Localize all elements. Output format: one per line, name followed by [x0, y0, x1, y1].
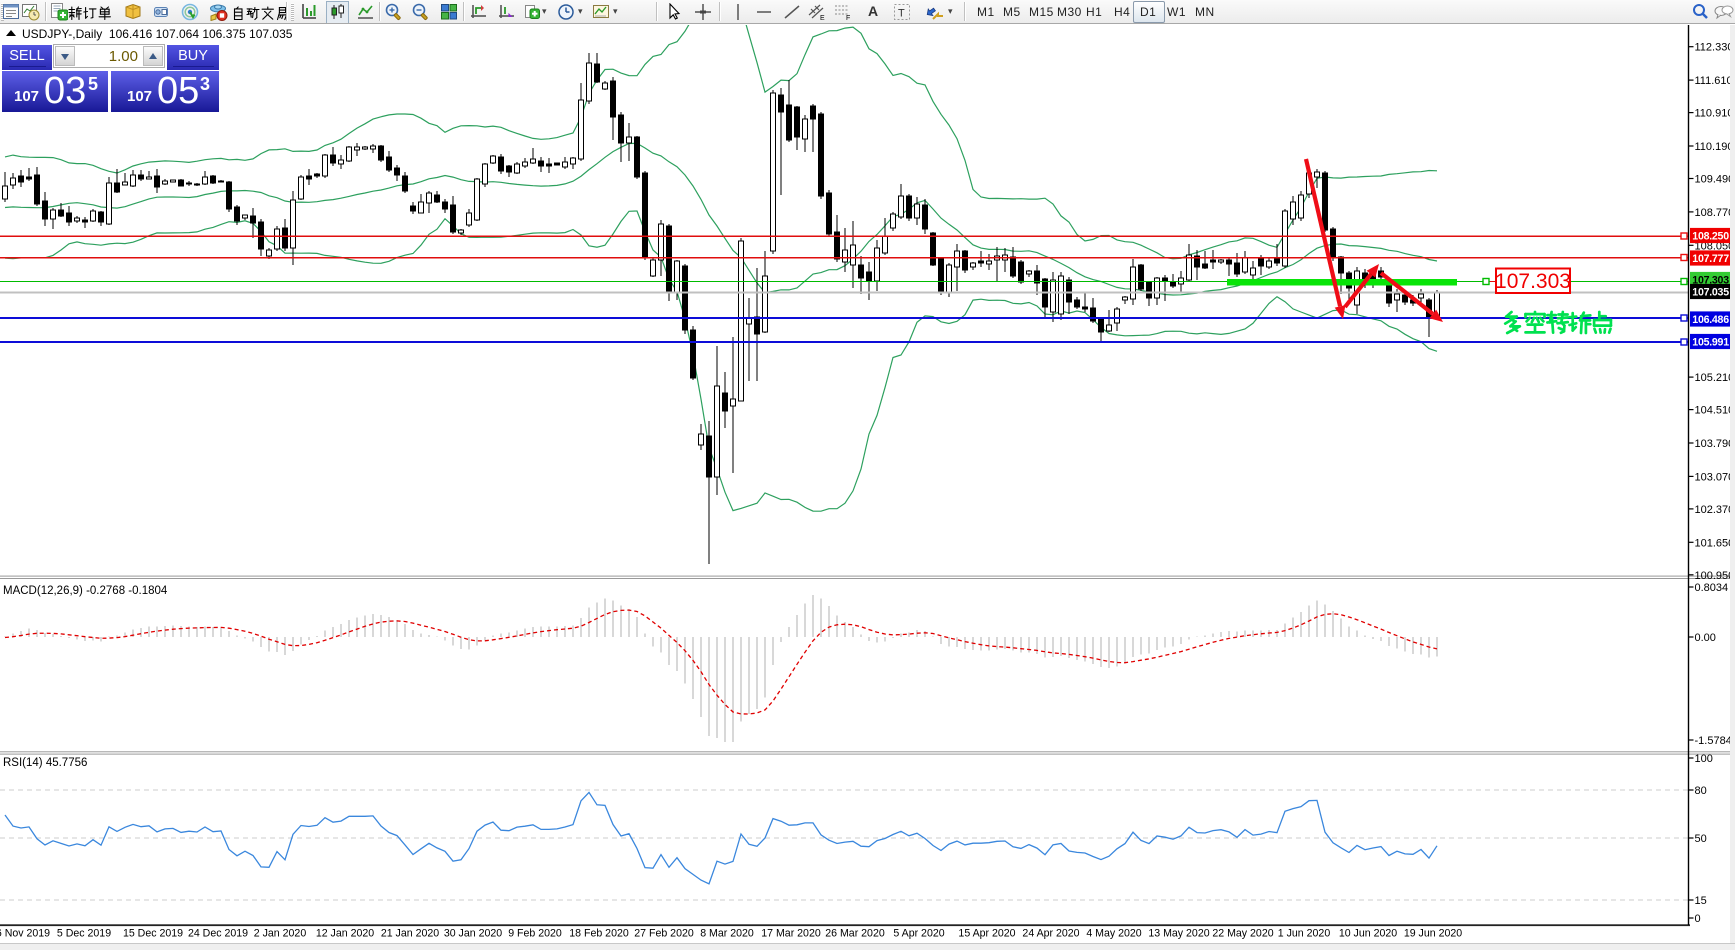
svg-text:0: 0: [1695, 913, 1701, 925]
svg-text:50: 50: [1695, 833, 1707, 845]
svg-text:5 Apr 2020: 5 Apr 2020: [893, 928, 944, 940]
svg-text:103.790: 103.790: [1695, 438, 1735, 450]
svg-text:108.770: 108.770: [1695, 207, 1735, 219]
svg-text:15: 15: [1695, 895, 1707, 907]
svg-text:21 Jan 2020: 21 Jan 2020: [381, 928, 439, 940]
svg-text:112.330: 112.330: [1695, 42, 1734, 54]
svg-text:24 Apr 2020: 24 Apr 2020: [1022, 928, 1079, 940]
svg-text:8 Mar 2020: 8 Mar 2020: [700, 928, 754, 940]
svg-text:26 Mar 2020: 26 Mar 2020: [825, 928, 885, 940]
svg-text:103.070: 103.070: [1695, 471, 1735, 483]
svg-text:105.991: 105.991: [1692, 337, 1729, 349]
svg-text:E: E: [820, 15, 825, 21]
svg-text:9 Feb 2020: 9 Feb 2020: [508, 928, 562, 940]
svg-text:102.370: 102.370: [1695, 504, 1735, 516]
svg-text:10 Jun 2020: 10 Jun 2020: [1339, 928, 1397, 940]
svg-text:101.650: 101.650: [1695, 537, 1735, 549]
svg-text:104.510: 104.510: [1695, 405, 1735, 417]
svg-text:4 May 2020: 4 May 2020: [1086, 928, 1141, 940]
svg-text:80: 80: [1695, 785, 1707, 797]
svg-text:111.610: 111.610: [1695, 75, 1733, 87]
svg-text:107.303: 107.303: [1495, 270, 1571, 293]
svg-text:26 Nov 2019: 26 Nov 2019: [0, 928, 50, 940]
svg-text:107.777: 107.777: [1692, 253, 1729, 265]
svg-text:-1.5784: -1.5784: [1695, 735, 1732, 747]
svg-text:15 Dec 2019: 15 Dec 2019: [123, 928, 183, 940]
svg-text:0.00: 0.00: [1695, 632, 1716, 644]
svg-text:5 Dec 2019: 5 Dec 2019: [57, 928, 111, 940]
svg-text:24 Dec 2019: 24 Dec 2019: [188, 928, 248, 940]
svg-text:17 Mar 2020: 17 Mar 2020: [761, 928, 821, 940]
svg-text:107.035: 107.035: [1692, 287, 1729, 299]
svg-text:19 Jun 2020: 19 Jun 2020: [1404, 928, 1462, 940]
svg-text:110.910: 110.910: [1695, 108, 1734, 120]
svg-text:108.250: 108.250: [1692, 231, 1729, 243]
svg-text:T: T: [898, 8, 905, 20]
svg-text:0.8034: 0.8034: [1695, 582, 1729, 594]
svg-text:106.486: 106.486: [1692, 314, 1729, 326]
svg-text:15 Apr 2020: 15 Apr 2020: [958, 928, 1015, 940]
svg-text:13 May 2020: 13 May 2020: [1148, 928, 1209, 940]
svg-text:110.190: 110.190: [1695, 141, 1734, 153]
svg-text:105.210: 105.210: [1695, 372, 1735, 384]
svg-text:18 Feb 2020: 18 Feb 2020: [569, 928, 629, 940]
svg-text:12 Jan 2020: 12 Jan 2020: [316, 928, 374, 940]
svg-text:30 Jan 2020: 30 Jan 2020: [444, 928, 502, 940]
svg-text:2 Jan 2020: 2 Jan 2020: [254, 928, 307, 940]
svg-text:27 Feb 2020: 27 Feb 2020: [634, 928, 694, 940]
svg-text:100.950: 100.950: [1695, 570, 1735, 582]
svg-text:F: F: [846, 15, 850, 21]
svg-text:1 Jun 2020: 1 Jun 2020: [1278, 928, 1331, 940]
svg-text:109.490: 109.490: [1695, 174, 1735, 186]
svg-text:MACD(12,26,9) -0.2768 -0.1804: MACD(12,26,9) -0.2768 -0.1804: [3, 585, 168, 597]
svg-text:22 May 2020: 22 May 2020: [1212, 928, 1273, 940]
svg-text:RSI(14) 45.7756: RSI(14) 45.7756: [3, 757, 87, 769]
svg-text:100: 100: [1695, 753, 1713, 765]
svg-text:USDJPY-,Daily 106.416 107.064: USDJPY-,Daily 106.416 107.064 106.375 10…: [22, 27, 293, 41]
